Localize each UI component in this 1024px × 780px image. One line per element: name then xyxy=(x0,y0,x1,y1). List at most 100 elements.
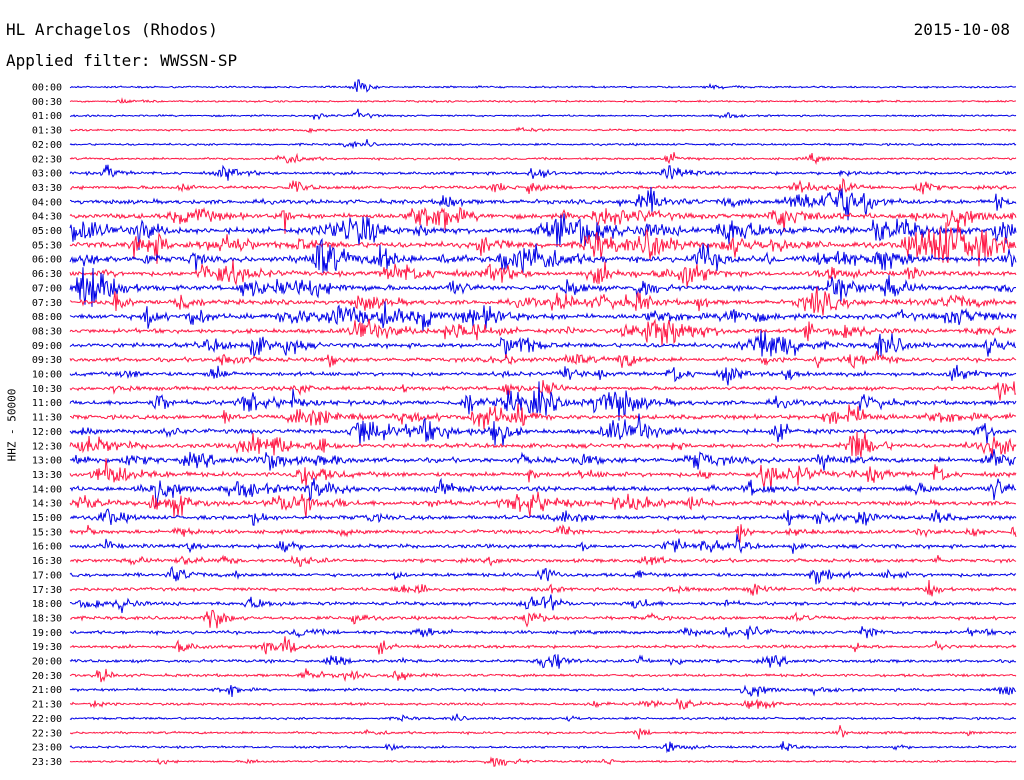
seismic-trace xyxy=(69,177,1017,195)
seismic-trace xyxy=(69,301,1017,332)
seismic-trace xyxy=(69,237,1017,274)
seismic-trace xyxy=(69,580,1017,597)
seismic-trace xyxy=(69,381,1017,421)
row-time-label: 09:00 xyxy=(32,341,62,352)
row-time-label: 15:30 xyxy=(32,527,62,538)
seismic-trace xyxy=(69,554,1017,567)
row-time-label: 08:00 xyxy=(32,312,62,323)
seismic-trace xyxy=(69,152,1017,166)
row-time-label: 17:00 xyxy=(32,570,62,581)
seismic-trace xyxy=(69,126,1017,134)
seismic-trace xyxy=(69,725,1017,740)
row-time-label: 23:00 xyxy=(32,743,62,754)
row-time-label: 02:30 xyxy=(32,154,62,165)
row-time-label: 11:30 xyxy=(32,413,62,424)
row-time-label: 03:00 xyxy=(32,169,62,180)
seismic-trace xyxy=(69,380,1017,401)
seismic-trace xyxy=(69,698,1017,710)
seismic-trace xyxy=(69,350,1017,370)
seismic-trace xyxy=(69,508,1017,526)
seismic-trace xyxy=(69,364,1017,386)
row-time-label: 13:30 xyxy=(32,470,62,481)
seismic-trace xyxy=(69,624,1017,640)
row-time-label: 22:30 xyxy=(32,728,62,739)
seismic-trace xyxy=(69,219,1017,267)
row-time-label: 04:00 xyxy=(32,197,62,208)
seismic-trace xyxy=(69,533,1017,554)
row-time-label: 15:00 xyxy=(32,513,62,524)
row-time-label: 05:30 xyxy=(32,240,62,251)
seismic-trace xyxy=(69,684,1017,697)
row-time-label: 16:00 xyxy=(32,542,62,553)
row-time-label: 23:30 xyxy=(32,757,62,768)
row-time-label: 21:00 xyxy=(32,685,62,696)
row-time-label: 21:30 xyxy=(32,700,62,711)
seismic-trace xyxy=(69,97,1016,104)
row-time-label: 09:30 xyxy=(32,355,62,366)
row-time-label: 06:00 xyxy=(32,255,62,266)
seismic-trace xyxy=(69,260,1017,287)
station-title: HL Archagelos (Rhodos) xyxy=(6,20,218,39)
row-time-label: 01:30 xyxy=(32,126,62,137)
seismic-trace xyxy=(69,139,1017,150)
row-time-label: 14:00 xyxy=(32,484,62,495)
row-time-label: 19:30 xyxy=(32,642,62,653)
row-time-label: 12:00 xyxy=(32,427,62,438)
seismic-trace xyxy=(69,565,1017,585)
seismic-trace xyxy=(69,403,1017,430)
seismic-trace xyxy=(69,741,1017,754)
seismic-trace xyxy=(69,594,1017,614)
row-time-label: 02:00 xyxy=(32,140,62,151)
seismic-trace xyxy=(69,206,1017,234)
row-time-label: 00:30 xyxy=(32,97,62,108)
row-time-label: 20:00 xyxy=(32,657,62,668)
seismic-trace xyxy=(69,330,1017,359)
seismic-trace xyxy=(69,636,1017,655)
row-time-label: 13:00 xyxy=(32,456,62,467)
seismic-trace xyxy=(69,653,1017,669)
seismic-trace xyxy=(69,213,1017,251)
row-time-label: 11:00 xyxy=(32,398,62,409)
seismic-trace xyxy=(69,609,1017,629)
seismic-trace xyxy=(69,267,1017,307)
seismic-trace xyxy=(69,756,1017,767)
seismic-trace xyxy=(69,713,1017,723)
row-time-label: 06:30 xyxy=(32,269,62,280)
row-time-label: 03:30 xyxy=(32,183,62,194)
row-time-label: 04:30 xyxy=(32,212,62,223)
seismic-trace xyxy=(69,524,1017,543)
row-time-label: 00:00 xyxy=(32,83,62,94)
seismic-trace xyxy=(69,186,1017,221)
row-time-label: 19:00 xyxy=(32,628,62,639)
seismic-trace xyxy=(69,79,1017,93)
row-time-label: 07:30 xyxy=(32,298,62,309)
seismic-trace xyxy=(69,108,1017,121)
row-time-label: 10:00 xyxy=(32,370,62,381)
row-time-label: 16:30 xyxy=(32,556,62,567)
seismic-trace xyxy=(69,668,1017,683)
row-time-label: 08:30 xyxy=(32,326,62,337)
record-date: 2015-10-08 xyxy=(913,20,1010,39)
row-time-label: 10:30 xyxy=(32,384,62,395)
seismic-trace xyxy=(69,286,1017,316)
row-time-label: 18:00 xyxy=(32,599,62,610)
seismic-trace xyxy=(69,477,1017,508)
row-time-label: 14:30 xyxy=(32,499,62,510)
seismic-trace xyxy=(69,458,1017,490)
seismic-trace xyxy=(69,318,1017,346)
row-time-label: 07:00 xyxy=(32,283,62,294)
seismic-trace xyxy=(69,431,1017,458)
row-time-label: 22:00 xyxy=(32,714,62,725)
row-time-label: 05:00 xyxy=(32,226,62,237)
row-time-label: 18:30 xyxy=(32,613,62,624)
row-time-label: 20:30 xyxy=(32,671,62,682)
seismic-trace xyxy=(69,413,1017,447)
applied-filter: Applied filter: WWSSN-SP xyxy=(6,51,238,70)
seismic-trace xyxy=(69,449,1017,471)
row-time-label: 12:30 xyxy=(32,441,62,452)
seismic-trace xyxy=(69,491,1017,519)
row-time-label: 01:00 xyxy=(32,111,62,122)
seismic-trace xyxy=(69,164,1017,181)
row-time-label: 17:30 xyxy=(32,585,62,596)
